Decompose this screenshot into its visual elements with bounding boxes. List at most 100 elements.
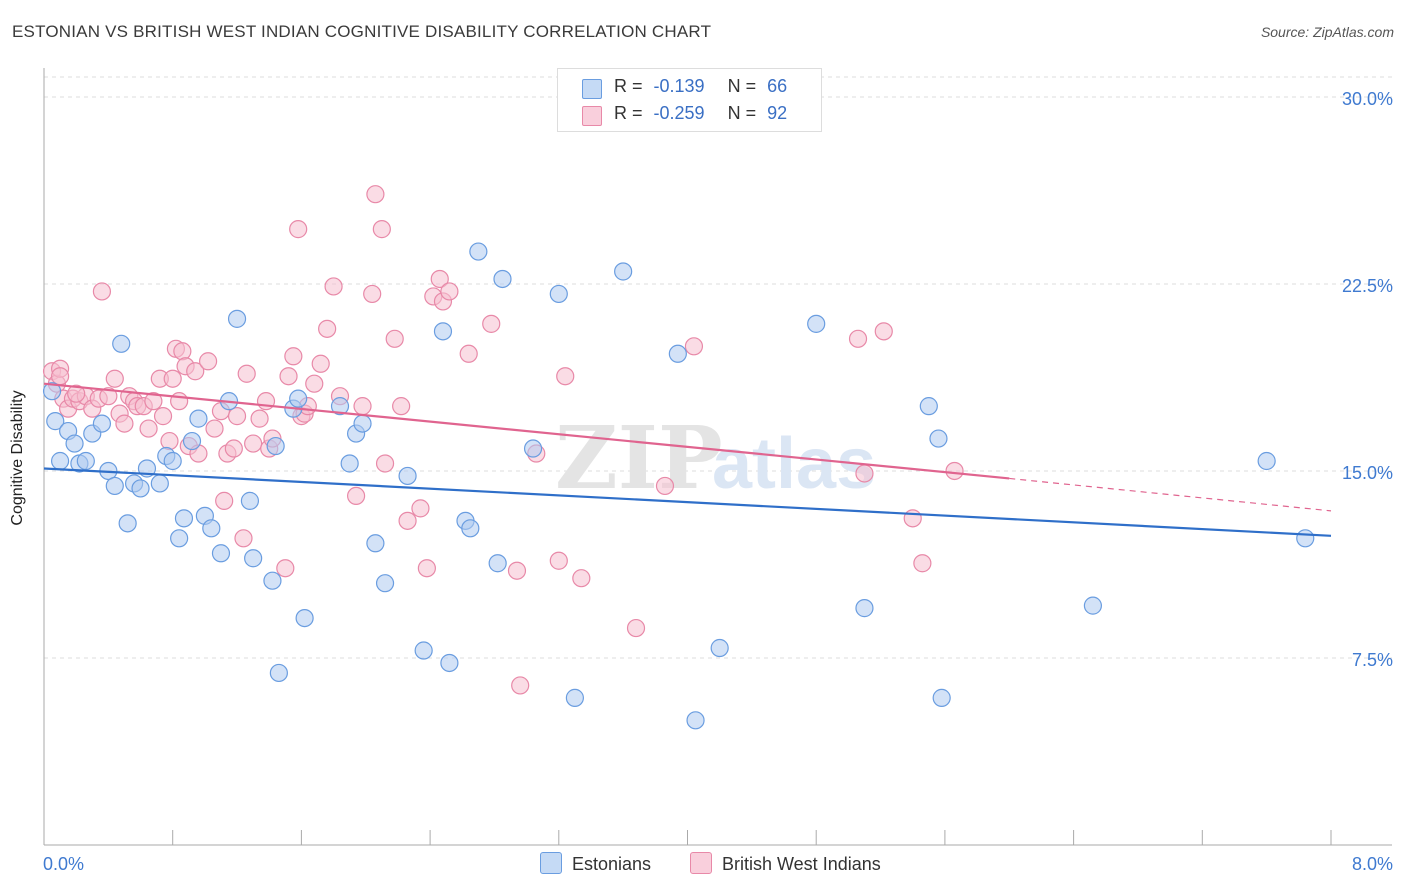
legend-item-estonians[interactable]: Estonians: [540, 852, 651, 875]
estonian-point: [710, 638, 729, 658]
legend-swatch-bwi: [690, 852, 712, 874]
estonian-point: [855, 599, 874, 618]
watermark: ZIP atlas: [555, 408, 876, 509]
estonian-point: [240, 491, 260, 510]
y-tick-label: 15.0%: [1342, 463, 1393, 483]
bwi-point: [440, 282, 459, 301]
trend-line-bwi: [43, 382, 1010, 480]
estonian-point: [244, 549, 263, 568]
bwi-point: [105, 369, 124, 388]
x-tick-label-max: 8.0%: [1352, 854, 1393, 874]
bwi-point: [459, 344, 478, 363]
estonian-point: [295, 608, 314, 628]
estonian-point: [614, 262, 633, 281]
bwi-point: [227, 407, 247, 426]
bwi-point: [250, 409, 269, 428]
estonian-point: [366, 534, 385, 553]
estonian-point: [1083, 596, 1103, 615]
bwi-point: [549, 551, 568, 570]
n-label: N =: [727, 76, 757, 96]
bwi-point: [372, 220, 391, 239]
r-value-estonians: -0.139: [653, 76, 705, 96]
bwi-point: [392, 397, 411, 416]
bwi-point: [205, 419, 224, 438]
bwi-point: [417, 559, 436, 578]
bwi-point: [153, 407, 173, 426]
estonian-point: [565, 688, 584, 707]
estonian-point: [50, 451, 70, 471]
estonian-point: [1296, 529, 1315, 548]
estonian-point: [112, 334, 131, 353]
estonian-point: [686, 711, 705, 730]
estonian-point: [174, 509, 194, 528]
n-label: N =: [727, 103, 757, 123]
bwi-point: [198, 352, 218, 371]
trend-line-estonians: [43, 467, 1332, 537]
bwi-point: [160, 431, 179, 451]
series-estonians: [42, 242, 1315, 730]
estonian-point: [150, 474, 169, 493]
bwi-point: [556, 367, 575, 386]
chart-title: ESTONIAN VS BRITISH WEST INDIAN COGNITIV…: [12, 22, 712, 41]
bwi-point: [346, 486, 366, 506]
y-tick-label: 30.0%: [1342, 89, 1393, 109]
stats-box: R = -0.139 N = 66 R = -0.259 N = 92: [557, 68, 822, 132]
estonian-point: [488, 554, 507, 573]
legend-item-bwi[interactable]: British West Indians: [690, 852, 881, 875]
bwi-point: [353, 397, 372, 416]
bwi-point: [67, 384, 86, 403]
bwi-point: [482, 314, 501, 333]
estonian-point: [65, 434, 84, 453]
r-label: R =: [614, 103, 643, 123]
bwi-point: [284, 347, 303, 366]
bwi-point: [572, 569, 591, 588]
estonian-point: [266, 436, 285, 456]
legend-label-estonians: Estonians: [572, 854, 652, 874]
bwi-point: [626, 618, 646, 638]
estonian-point: [92, 414, 112, 433]
bwi-point: [224, 439, 243, 458]
bwi-point: [170, 392, 189, 411]
estonian-point: [440, 653, 459, 673]
bwi-point: [507, 561, 527, 580]
estonian-point: [1257, 451, 1276, 471]
estonian-point: [163, 451, 182, 471]
bwi-point: [411, 499, 430, 518]
watermark-zip: ZIP: [555, 408, 723, 509]
source-label: Source: ZipAtlas.com: [1260, 24, 1394, 40]
bwi-point: [163, 369, 182, 388]
bwi-point: [430, 269, 449, 289]
x-tick-label-min: 0.0%: [43, 854, 84, 874]
estonians-swatch: [582, 79, 602, 99]
bwi-point: [289, 220, 308, 239]
estonian-point: [929, 429, 948, 448]
estonian-point: [919, 397, 938, 416]
estonian-point: [227, 309, 247, 328]
bwi-point: [874, 322, 893, 341]
n-value-bwi: 92: [767, 103, 788, 123]
estonian-point: [523, 439, 543, 458]
bwi-point: [144, 392, 163, 411]
bwi-point: [186, 362, 205, 381]
bwi-point: [855, 464, 874, 483]
bwi-point: [655, 476, 675, 496]
estonian-point: [105, 476, 124, 496]
y-tick-label: 7.5%: [1352, 650, 1393, 670]
legend-label-bwi: British West Indians: [722, 854, 881, 874]
estonian-point: [469, 242, 488, 261]
bwi-point: [375, 454, 395, 473]
bwi-point: [511, 676, 530, 695]
bwi-point: [398, 511, 417, 530]
bwi-point: [385, 329, 404, 348]
estonian-point: [330, 397, 350, 416]
bwi-point: [945, 461, 964, 481]
bwi-point: [50, 367, 70, 386]
bwi-point: [318, 319, 337, 338]
estonian-point: [118, 514, 137, 533]
bwi-point: [237, 364, 256, 383]
y-tick-label: 22.5%: [1342, 276, 1393, 296]
bwi-point: [276, 559, 295, 578]
bwi-point: [913, 554, 932, 573]
estonian-point: [289, 389, 308, 408]
